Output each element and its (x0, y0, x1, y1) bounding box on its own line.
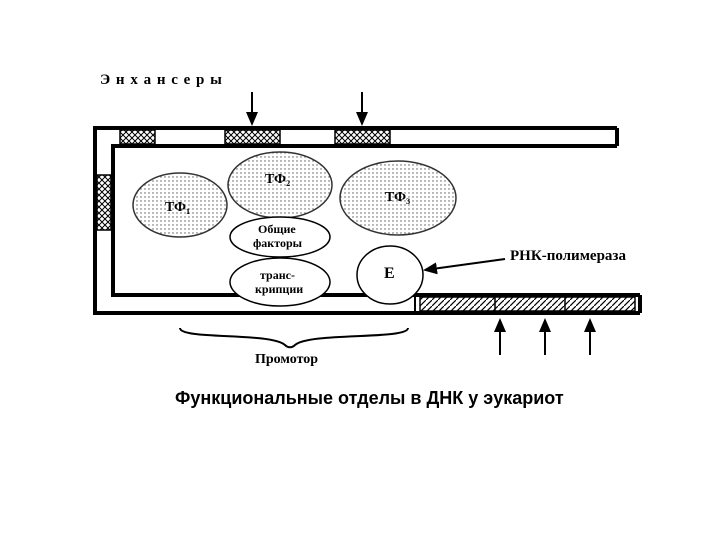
transcription-label-l2: крипции (255, 282, 303, 297)
tf1-label: ТФ₁ (165, 200, 190, 216)
transcription-label-l1: транс- (260, 268, 295, 283)
tf3-label: ТФ₃ (385, 190, 410, 206)
promoter-label: Промотор (255, 352, 318, 368)
general-factors-label-l1: Общие (258, 222, 296, 237)
tf2-label: ТФ₂ (265, 172, 290, 188)
caption-text: Функциональные отделы в ДНК у эукариот (175, 388, 564, 409)
promoter-brace (180, 328, 408, 347)
diagram-stage: Э н х а н с е р ы ТФ₁ ТФ₂ ТФ₃ Общие факт… (0, 0, 720, 540)
e-label: E (384, 265, 395, 283)
downstream-arrows (500, 320, 590, 355)
downstream-hatch (420, 297, 635, 311)
rna-pol-label: РНК-полимераза (510, 248, 626, 265)
enhancers-label: Э н х а н с е р ы (100, 72, 223, 89)
general-factors-label-l2: факторы (253, 236, 302, 251)
enhancer-arrows (252, 92, 362, 124)
rna-pol-arrow (425, 259, 505, 270)
